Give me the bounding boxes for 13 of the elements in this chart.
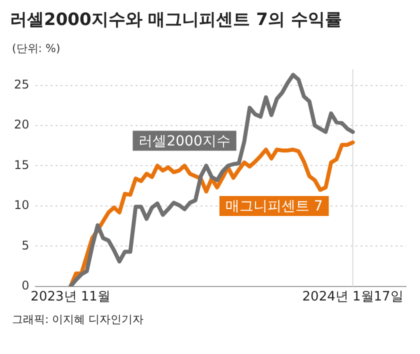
y-tick-label: 20 [14,118,30,132]
y-tick-label: 10 [14,198,30,212]
series-label: 매그니피센트 7 [225,198,323,215]
y-axis-title: (단위: %) [12,41,62,56]
series-label: 러셀2000지수 [138,133,230,150]
x-tick-label: 2024년 1월17일 [302,290,404,305]
y-tick-label: 15 [14,158,30,172]
y-tick-label: 5 [22,238,30,252]
chart-title: 러셀2000지수와 매그니피센트 7의 수익률 [10,9,343,31]
y-tick-label: 25 [14,77,30,92]
x-tick-label: 2023년 11월 [30,290,110,305]
text: 그래픽: 이지혜 디자인기자 [12,312,145,327]
y-tick-label: 0 [22,278,30,293]
